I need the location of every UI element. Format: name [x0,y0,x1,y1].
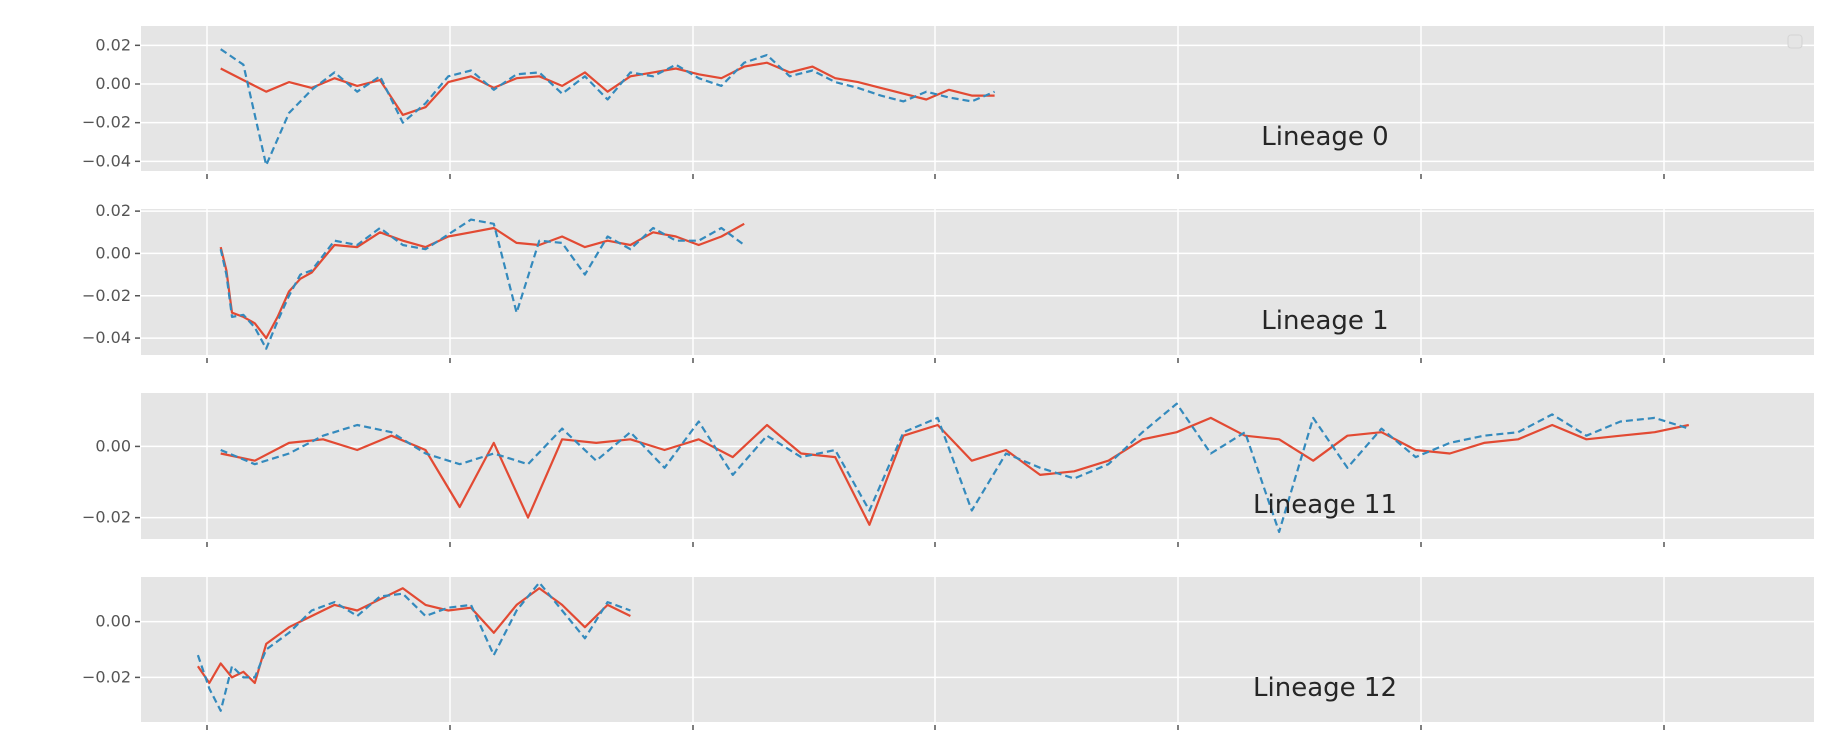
y-tick-label: 0.02 [95,201,131,220]
y-tick-label: 0.00 [95,243,131,262]
lineage-label: Lineage 12 [1253,673,1397,703]
y-tick-label: −0.04 [82,151,131,170]
plot-background [141,209,1814,355]
dashed-series-line [219,218,745,350]
lineage-label: Lineage 1 [1261,306,1388,336]
lineage-label: Lineage 0 [1261,122,1388,152]
solid-series-line [196,587,631,685]
y-tick-label: 0.00 [95,436,131,455]
y-tick-label: −0.02 [82,286,131,305]
dashed-series-line [220,48,996,167]
y-tick-label: 0.00 [95,74,131,93]
y-tick-label: 0.02 [95,35,131,54]
solid-series-line [220,416,1690,526]
dashed-series-line [220,402,1690,534]
solid-series-line [220,61,995,117]
y-tick-label: 0.00 [95,612,131,631]
y-tick-label: −0.02 [82,113,131,132]
y-tick-label: −0.02 [82,508,131,527]
y-tick-label: −0.02 [82,667,131,686]
solid-series-line [219,222,745,340]
plot-background [141,577,1814,722]
legend-box [1787,34,1803,49]
y-tick-label: −0.04 [82,328,131,347]
plot-background [141,393,1814,539]
lineage-label: Lineage 11 [1253,490,1397,520]
